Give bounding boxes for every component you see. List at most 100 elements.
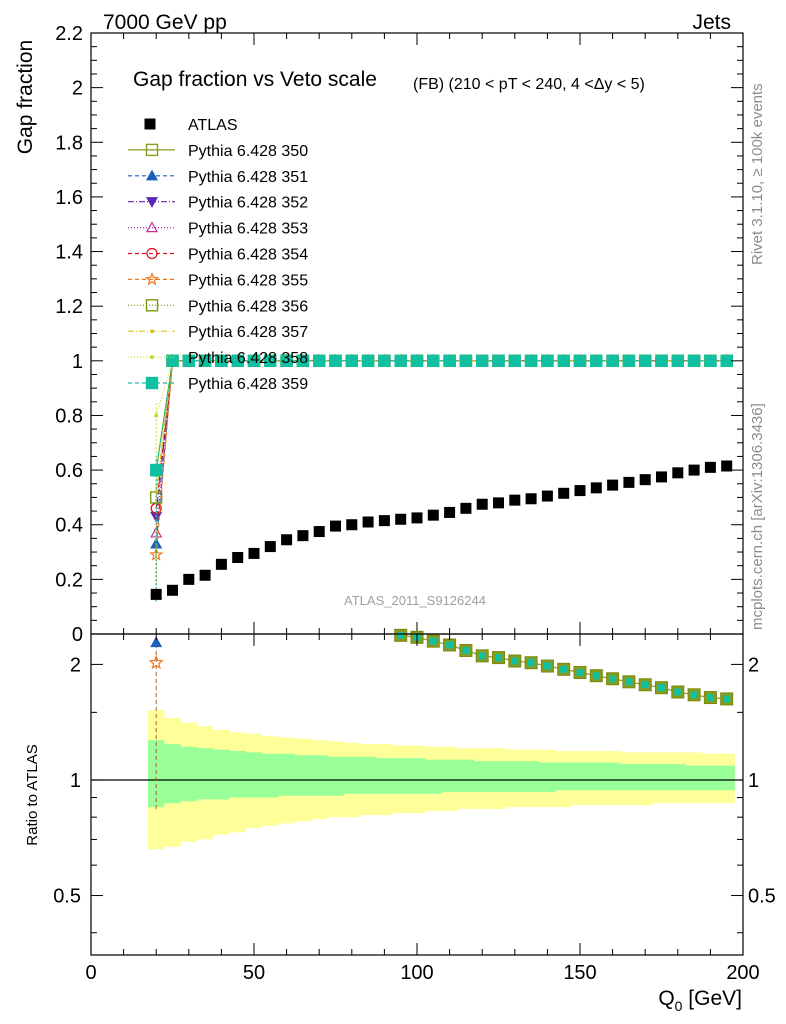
legend-marker-359 (145, 376, 159, 390)
series-marker-359-3 (198, 354, 212, 368)
y-tick-label-top-9: 1.8 (55, 132, 83, 154)
series-359 (149, 354, 733, 602)
y-tick-label-top-3: 0.6 (55, 460, 83, 482)
series-marker-358-0 (154, 413, 159, 418)
atlas-point-7 (264, 541, 276, 553)
ratio-point-351-20 (150, 636, 163, 648)
atlas-point-32 (672, 467, 684, 479)
y-tick-label-bottom-right-0: 0.5 (748, 886, 776, 908)
series-marker-359-17 (427, 354, 440, 368)
legend-marker-353 (145, 221, 159, 233)
series-marker-359-31 (655, 354, 668, 368)
series-marker-359-22 (508, 354, 521, 368)
legend-marker-351 (145, 169, 159, 181)
x-tick-label-3: 150 (563, 962, 596, 984)
y-tick-label-bottom-right-1: 1 (748, 770, 759, 792)
bottom-panel: 0.5 0.5 1 1 2 2 0 50 100 150 200 Ratio to ATLAS (24, 628, 776, 984)
y-tick-label-top-5: 1 (72, 351, 83, 373)
series-marker-359-19 (459, 354, 473, 368)
series-marker-359-10 (313, 354, 326, 368)
atlas-point-31 (656, 471, 667, 483)
legend-label-353: Pythia 6.428 353 (188, 221, 308, 238)
legend-item-356: Pythia 6.428 356 (128, 298, 308, 315)
legend-item-351: Pythia 6.428 351 (128, 169, 308, 186)
top-data-layer (149, 353, 734, 602)
legend: ATLAS Pythia 6.428 350 Pythia 6.428 351 Pyt… (128, 117, 308, 393)
header-right: Jets (692, 11, 731, 34)
atlas-point-20 (476, 498, 488, 510)
atlas-point-21 (493, 497, 504, 509)
ratio-marker-19 (706, 694, 714, 702)
atlas-point-28 (607, 479, 619, 491)
atlas-point-15 (395, 513, 407, 525)
y-axis-label-top: Gap fraction (14, 40, 37, 154)
y-tick-label-bottom-right-2: 2 (748, 654, 759, 676)
legend-label-358: Pythia 6.428 358 (188, 350, 308, 367)
ratio-marker-17 (674, 688, 682, 696)
legend-item-350: Pythia 6.428 350 (128, 143, 308, 160)
legend-label-357: Pythia 6.428 357 (188, 324, 308, 341)
x-axis-label-unit: [GeV] (682, 987, 742, 1010)
atlas-point-34 (704, 461, 716, 473)
ratio-data-layer (91, 628, 743, 850)
series-marker-359-4 (215, 354, 228, 368)
analysis-watermark: ATLAS_2011_S9126244 (344, 593, 486, 608)
legend-marker-354 (146, 247, 158, 260)
legend-marker-350 (145, 143, 159, 157)
y-tick-label-top-4: 0.8 (55, 405, 83, 427)
ratio-marker-8 (527, 659, 535, 667)
legend-label-350: Pythia 6.428 350 (188, 143, 308, 160)
series-marker-359-26 (573, 354, 587, 368)
atlas-point-1 (167, 584, 178, 596)
ratio-marker-15 (641, 681, 649, 689)
series-marker-359-0 (149, 463, 163, 477)
legend-label-359: Pythia 6.428 359 (188, 376, 308, 393)
atlas-point-10 (313, 526, 325, 538)
series-marker-359-13 (361, 354, 375, 368)
atlas-point-3 (199, 569, 211, 581)
y-tick-label-top-1: 0.2 (55, 569, 83, 591)
bottom-axis-ticks: 0.5 0.5 1 1 2 2 0 50 100 150 200 (53, 634, 776, 984)
x-axis-label-symbol: Q (658, 987, 674, 1010)
legend-marker-357 (150, 329, 154, 334)
ratio-point-355-20 (148, 654, 164, 670)
series-marker-359-35 (720, 354, 733, 368)
series-marker-359-12 (345, 354, 358, 368)
legend-item-353: Pythia 6.428 353 (128, 221, 308, 238)
series-marker-359-29 (622, 354, 636, 368)
atlas-point-25 (558, 487, 570, 499)
atlas-point-12 (346, 519, 358, 531)
y-tick-label-top-2: 0.4 (55, 515, 83, 537)
x-tick-label-0: 0 (85, 962, 96, 984)
atlas-point-5 (232, 552, 244, 564)
atlas-point-24 (541, 490, 553, 502)
series-marker-359-21 (492, 354, 505, 368)
ratio-marker-3 (446, 641, 454, 649)
y-tick-label-top-7: 1.4 (55, 242, 83, 264)
legend-label-356: Pythia 6.428 356 (188, 298, 308, 315)
x-axis-label: Q0 [GeV] (658, 987, 742, 1014)
atlas-point-17 (427, 509, 439, 521)
legend-item-atlas: ATLAS (144, 117, 238, 134)
series-marker-359-20 (476, 354, 489, 368)
atlas-point-23 (525, 493, 537, 505)
rivet-version: Rivet 3.1.10, ≥ 100k events (749, 83, 766, 265)
chart-title-suffix: (FB) (210 < pT < 240, 4 <Δy < 5) (413, 76, 645, 93)
series-marker-359-28 (606, 354, 619, 368)
top-panel: 0 0.2 0.4 0.6 0.8 1 1.2 1.4 1.6 1.8 2 2.2 Gap fract… (14, 23, 744, 646)
legend-marker-352 (145, 197, 159, 208)
series-marker-359-25 (557, 354, 570, 368)
series-marker-359-14 (378, 354, 391, 368)
atlas-point-29 (623, 476, 635, 488)
y-tick-label-top-11: 2.2 (55, 23, 83, 45)
atlas-point-8 (281, 534, 293, 546)
ratio-marker-5 (478, 652, 486, 660)
legend-label-352: Pythia 6.428 352 (188, 195, 308, 212)
legend-item-354: Pythia 6.428 354 (128, 247, 308, 264)
atlas-point-35 (721, 460, 733, 472)
series-marker-359-30 (639, 354, 652, 368)
legend-marker-atlas (144, 118, 156, 130)
series-marker-359-18 (443, 354, 456, 368)
legend-label-atlas: ATLAS (188, 117, 238, 134)
y-tick-label-bottom-1: 1 (70, 770, 81, 792)
